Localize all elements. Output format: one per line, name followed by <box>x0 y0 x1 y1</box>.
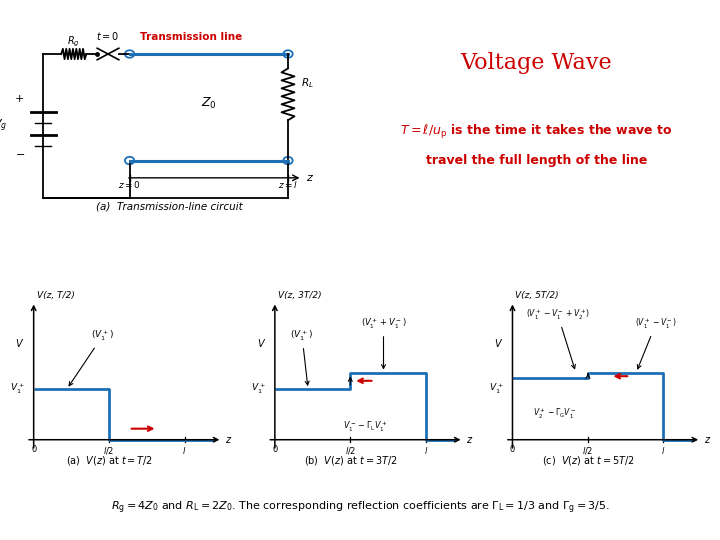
Text: $-$: $-$ <box>14 148 25 158</box>
Text: $V$: $V$ <box>494 337 503 349</box>
Text: $z$: $z$ <box>306 173 314 184</box>
Text: $V_1^+$: $V_1^+$ <box>251 382 266 396</box>
Text: $(V_1^+ + V_1^-)$: $(V_1^+ + V_1^-)$ <box>361 317 406 368</box>
Text: (b)  $V(z)$ at $t = 3T/2$: (b) $V(z)$ at $t = 3T/2$ <box>304 455 397 468</box>
Text: 0: 0 <box>31 445 36 454</box>
Text: $l$: $l$ <box>423 445 428 456</box>
Text: $l/2$: $l/2$ <box>104 445 114 456</box>
Text: +: + <box>15 93 24 104</box>
Text: Transmission line: Transmission line <box>140 32 242 42</box>
Text: (a)  $V(z)$ at $t = T/2$: (a) $V(z)$ at $t = T/2$ <box>66 455 153 468</box>
Text: $t=0$: $t=0$ <box>96 30 120 42</box>
Text: (c)  $V(z)$ at $t = 5T/2$: (c) $V(z)$ at $t = 5T/2$ <box>541 455 634 468</box>
Text: $V_1^+$: $V_1^+$ <box>489 382 503 396</box>
Text: $Z_0$: $Z_0$ <box>201 96 217 111</box>
Text: $l/2$: $l/2$ <box>582 445 593 456</box>
Text: $l/2$: $l/2$ <box>345 445 356 456</box>
Text: $(V_1^+)$: $(V_1^+)$ <box>290 329 314 385</box>
Text: $V$: $V$ <box>15 337 24 349</box>
Text: (a)  Transmission-line circuit: (a) Transmission-line circuit <box>96 201 243 212</box>
Text: $l$: $l$ <box>661 445 665 456</box>
Text: 0: 0 <box>510 445 515 454</box>
Text: $(V_1^+ - V_1^-)$: $(V_1^+ - V_1^-)$ <box>635 317 677 369</box>
Text: $l$: $l$ <box>182 445 186 456</box>
Text: 0: 0 <box>272 445 277 454</box>
Text: $(V_1^+ - V_1^- + V_2^+)$: $(V_1^+ - V_1^- + V_2^+)$ <box>526 308 590 369</box>
Text: travel the full length of the line: travel the full length of the line <box>426 154 647 167</box>
Text: $V$: $V$ <box>256 337 266 349</box>
Text: $z$: $z$ <box>467 435 474 445</box>
Text: $z=l$: $z=l$ <box>278 179 298 190</box>
Text: $z$: $z$ <box>225 435 233 445</box>
Text: $V_2^+ - \Gamma_\mathrm{G} V_1^-$: $V_2^+ - \Gamma_\mathrm{G} V_1^-$ <box>533 407 577 421</box>
Text: $R_g$: $R_g$ <box>68 35 80 49</box>
Text: $T = \ell/u_\mathrm{p}$ is the time it takes the wave to: $T = \ell/u_\mathrm{p}$ is the time it t… <box>400 123 672 141</box>
Text: V(z, T/2): V(z, T/2) <box>37 291 75 300</box>
Text: $R_\mathrm{g} = 4Z_0$ and $R_\mathrm{L} = 2Z_0$. The corresponding reflection co: $R_\mathrm{g} = 4Z_0$ and $R_\mathrm{L} … <box>111 500 609 516</box>
Text: $R_L$: $R_L$ <box>301 76 313 90</box>
Text: $z=0$: $z=0$ <box>118 179 141 190</box>
Text: Voltage Wave: Voltage Wave <box>461 52 612 73</box>
Text: $V_g$: $V_g$ <box>0 118 7 134</box>
Text: V(z, 3T/2): V(z, 3T/2) <box>278 291 322 300</box>
Text: $V_1^- - \Gamma_\mathrm{L} V_1^+$: $V_1^- - \Gamma_\mathrm{L} V_1^+$ <box>343 420 387 434</box>
Text: V(z, 5T/2): V(z, 5T/2) <box>516 291 559 300</box>
Text: $V_1^+$: $V_1^+$ <box>10 382 24 396</box>
Text: $(V_1^+)$: $(V_1^+)$ <box>69 329 114 386</box>
Text: $z$: $z$ <box>704 435 711 445</box>
